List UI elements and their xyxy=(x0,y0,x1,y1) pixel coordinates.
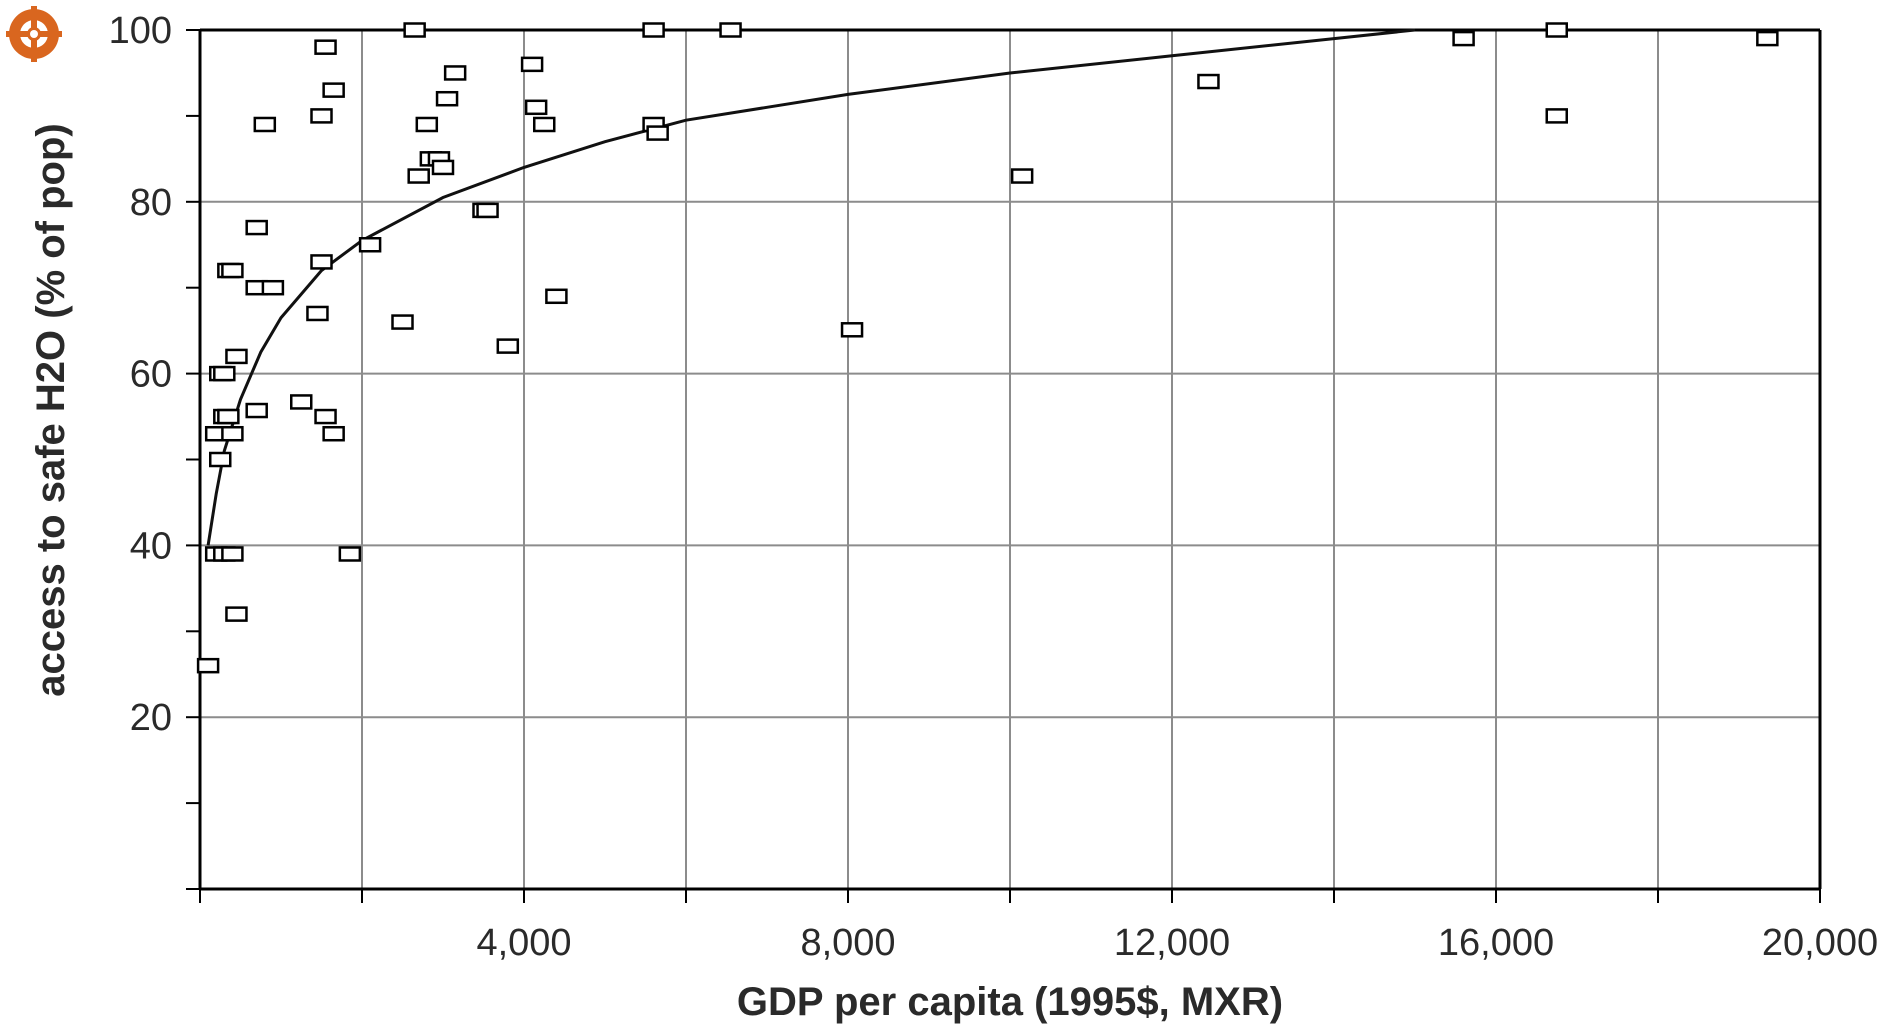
data-point xyxy=(646,125,669,141)
data-point xyxy=(1010,168,1034,184)
data-point xyxy=(407,168,430,184)
data-point xyxy=(306,305,329,322)
x-tick-label: 20,000 xyxy=(1762,922,1878,964)
data-point xyxy=(261,279,285,296)
data-point xyxy=(213,365,236,382)
data-point xyxy=(245,402,268,419)
data-point xyxy=(840,322,864,338)
data-point xyxy=(520,56,544,73)
data-point xyxy=(225,606,248,622)
trendline xyxy=(206,28,1416,546)
data-point xyxy=(196,657,220,674)
data-point xyxy=(253,116,277,133)
data-point xyxy=(496,338,520,354)
data-point xyxy=(221,546,244,562)
data-point xyxy=(209,451,232,468)
data-points xyxy=(196,22,1779,674)
data-point xyxy=(1545,22,1568,38)
x-tick-label: 12,000 xyxy=(1114,922,1230,964)
data-point xyxy=(524,99,548,116)
trendline-group xyxy=(206,28,1416,546)
data-point xyxy=(403,22,426,38)
data-point xyxy=(225,348,248,365)
data-point xyxy=(1756,30,1779,47)
x-tick-label: 16,000 xyxy=(1438,922,1554,964)
data-point xyxy=(338,546,362,562)
y-tick-label: 60 xyxy=(130,354,172,396)
data-point xyxy=(1545,108,1568,124)
data-point xyxy=(221,425,244,442)
data-point xyxy=(358,237,382,253)
data-point xyxy=(391,314,414,330)
x-tick-label: 8,000 xyxy=(800,922,895,964)
crosshair-badge-icon xyxy=(6,6,62,62)
data-point xyxy=(719,22,742,38)
data-point xyxy=(290,394,313,410)
data-point xyxy=(435,90,459,107)
data-point xyxy=(314,408,337,425)
x-tick-label: 4,000 xyxy=(476,922,571,964)
data-point xyxy=(310,254,333,270)
data-point xyxy=(221,262,244,279)
data-point xyxy=(322,82,345,98)
data-point xyxy=(310,108,333,124)
data-point xyxy=(545,288,568,305)
y-tick-label: 40 xyxy=(130,525,172,567)
data-point xyxy=(1197,73,1220,90)
y-tick-label: 20 xyxy=(130,697,172,739)
data-point xyxy=(443,65,467,81)
data-point xyxy=(642,22,665,38)
y-tick-label: 80 xyxy=(130,182,172,224)
x-axis-title: GDP per capita (1995$, MXR) xyxy=(737,980,1283,1024)
data-point xyxy=(476,202,499,219)
data-point xyxy=(431,159,455,176)
tick-labels: 4,000 8,000 12,000 16,000 20,000 20 40 60 80 100 xyxy=(109,10,1879,964)
data-point xyxy=(415,116,439,133)
y-axis-title: access to safe H2O (% of pop) xyxy=(29,123,73,696)
data-point xyxy=(245,219,268,236)
data-point xyxy=(314,39,337,55)
y-tick-label: 100 xyxy=(109,10,172,52)
data-point xyxy=(322,425,345,442)
data-point xyxy=(533,116,556,133)
data-point xyxy=(1452,30,1475,47)
data-point xyxy=(217,408,240,425)
grid-lines xyxy=(200,30,1820,889)
